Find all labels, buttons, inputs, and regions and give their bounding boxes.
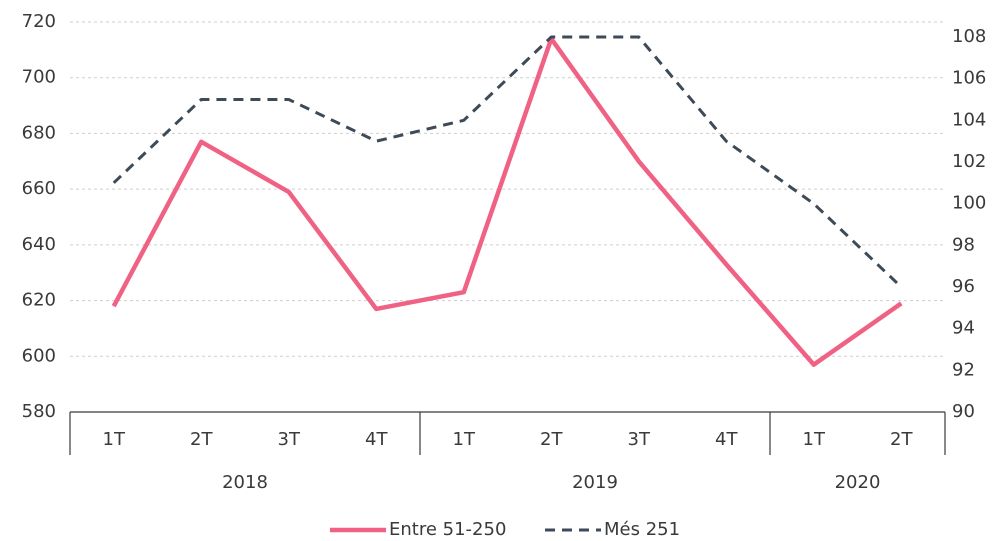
y2-tick-label: 90	[952, 401, 975, 422]
y2-tick-label: 108	[952, 26, 986, 47]
group-label: 2018	[222, 472, 268, 493]
x-tick-label: 3T	[628, 429, 651, 450]
y-tick-label: 600	[22, 345, 56, 366]
y-tick-label: 660	[22, 178, 56, 199]
y-tick-label: 580	[22, 401, 56, 422]
y-tick-label: 720	[22, 11, 56, 32]
y2-tick-label: 96	[952, 276, 975, 297]
x-tick-label: 4T	[365, 429, 388, 450]
x-tick-label: 4T	[715, 429, 738, 450]
y2-tick-label: 100	[952, 193, 986, 214]
x-tick-label: 1T	[803, 429, 826, 450]
x-tick-label: 1T	[453, 429, 476, 450]
y2-tick-label: 98	[952, 234, 975, 255]
y2-tick-label: 104	[952, 109, 986, 130]
legend-label: Entre 51-250	[389, 519, 506, 540]
x-tick-label: 1T	[103, 429, 126, 450]
series-line	[111, 36, 903, 367]
x-tick-label: 2T	[190, 429, 213, 450]
y-tick-label: 640	[22, 234, 56, 255]
group-label: 2020	[835, 472, 881, 493]
y2-tick-label: 102	[952, 151, 986, 172]
y2-tick-label: 92	[952, 359, 975, 380]
legend-label: Més 251	[604, 519, 680, 540]
y-tick-label: 620	[22, 290, 56, 311]
y2-tick-label: 94	[952, 318, 975, 339]
x-tick-label: 2T	[890, 429, 913, 450]
y-tick-label: 700	[22, 67, 56, 88]
x-tick-label: 3T	[278, 429, 301, 450]
x-tick-label: 2T	[540, 429, 563, 450]
y-tick-label: 680	[22, 122, 56, 143]
group-label: 2019	[572, 472, 618, 493]
y2-tick-label: 106	[952, 68, 986, 89]
